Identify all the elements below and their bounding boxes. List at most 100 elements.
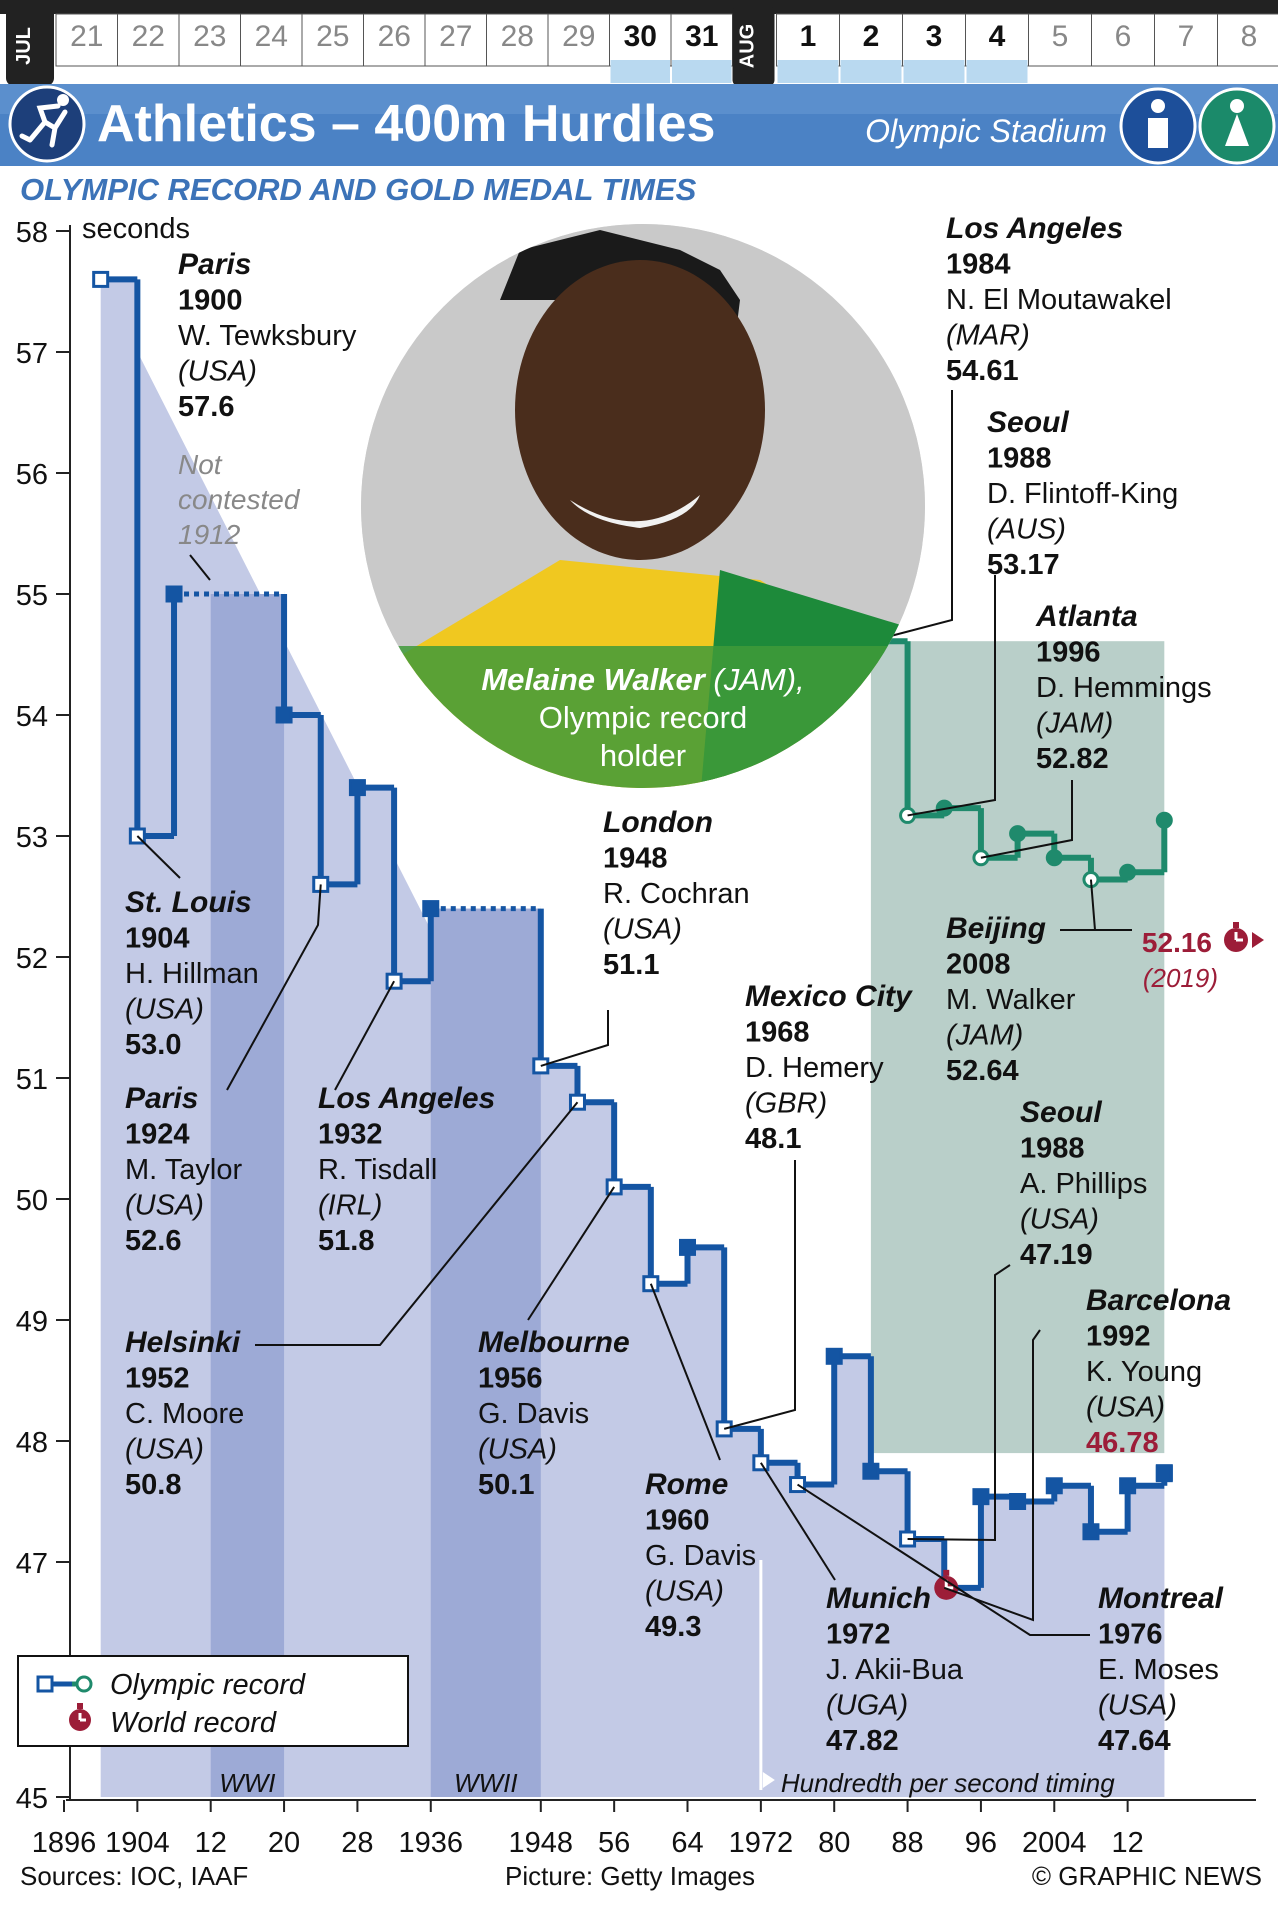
annotation-time: 50.1 <box>478 1469 534 1501</box>
annotation-athlete: D. Hemmings <box>1036 672 1212 704</box>
x-tick-label: 80 <box>818 1827 850 1859</box>
calendar-day: 30 <box>624 20 657 53</box>
men-point-end <box>1157 1466 1171 1480</box>
calendar-day: 8 <box>1241 20 1258 53</box>
x-tick-label: 1896 <box>32 1827 97 1859</box>
annotation-athlete: D. Flintoff-King <box>987 478 1178 510</box>
y-tick-label: 53 <box>16 822 48 854</box>
world-record-arrow <box>1252 932 1264 948</box>
x-tick-label: 2004 <box>1022 1827 1087 1859</box>
x-tick-label: 12 <box>195 1827 227 1859</box>
photo-caption-line2: Olympic record <box>539 700 747 735</box>
annotation-city: London <box>603 806 713 839</box>
calendar-day: 7 <box>1178 20 1195 53</box>
annotation-city: Melbourne <box>478 1326 630 1359</box>
x-tick-label: 28 <box>341 1827 373 1859</box>
annotation-time: 51.1 <box>603 949 659 981</box>
women-point-2000 <box>1011 827 1025 841</box>
calendar-day: 28 <box>501 20 534 53</box>
x-tick-label: 64 <box>671 1827 703 1859</box>
annotation-time: 52.6 <box>125 1225 181 1257</box>
page-title: Athletics – 400m Hurdles <box>97 95 715 153</box>
annotation-year: 1960 <box>645 1505 710 1537</box>
annotation-city: Helsinki <box>125 1326 241 1359</box>
annotation-city: Paris <box>178 248 251 281</box>
war-band-wwi <box>211 594 284 1797</box>
annotation-year: 1948 <box>603 843 668 875</box>
x-tick-label: 12 <box>1111 1827 1143 1859</box>
annotation-time: 50.8 <box>125 1469 181 1501</box>
calendar-day: 2 <box>863 20 880 53</box>
annotation-country: (UGA) <box>826 1690 908 1722</box>
men-point-1984 <box>864 1464 878 1478</box>
annotation-time: 53.0 <box>125 1029 181 1061</box>
annotation-country: (USA) <box>125 994 204 1026</box>
annotation-country: (AUS) <box>987 514 1066 546</box>
men-point-1900 <box>94 272 108 286</box>
annotation-country: (USA) <box>603 914 682 946</box>
men-point-1920 <box>277 708 291 722</box>
y-tick-label: 58 <box>16 217 48 249</box>
y-tick-label: 57 <box>16 338 48 370</box>
photo-caption-line3: holder <box>600 738 686 773</box>
annotation-year: 1968 <box>745 1017 810 1049</box>
y-tick-label: 45 <box>16 1783 48 1815</box>
world-record-men-icon-crown <box>943 1570 949 1576</box>
y-axis-unit: seconds <box>82 213 190 245</box>
annotation-athlete: H. Hillman <box>125 958 259 990</box>
photo-credit: Picture: Getty Images <box>505 1861 755 1891</box>
annotation-country: (USA) <box>178 356 257 388</box>
leader-line <box>724 1160 795 1429</box>
annotation-time: 47.82 <box>826 1725 899 1757</box>
annotation-time: 52.82 <box>1036 743 1109 775</box>
annotation-city: Los Angeles <box>318 1082 495 1115</box>
world-record-women-icon-crown <box>1233 922 1239 928</box>
annotation-year: 1952 <box>125 1363 190 1395</box>
annotation-time: 47.64 <box>1098 1725 1171 1757</box>
men-point-2000 <box>1011 1495 1025 1509</box>
y-tick-label: 51 <box>16 1064 48 1096</box>
annotation-city: Montreal <box>1098 1582 1224 1615</box>
athlete-face <box>515 260 765 560</box>
calendar-top-bar <box>0 0 1278 14</box>
annotation-city: Atlanta <box>1035 600 1138 633</box>
y-tick-label: 49 <box>16 1306 48 1338</box>
annotation-country: (USA) <box>125 1434 204 1466</box>
annotation-athlete: G. Davis <box>478 1398 589 1430</box>
annotation-city: Beijing <box>946 912 1046 945</box>
calendar-competition-marker <box>841 60 902 83</box>
annotation-year: 1992 <box>1086 1321 1151 1353</box>
annotation-athlete: N. El Moutawakel <box>946 284 1172 316</box>
x-tick-label: 1904 <box>105 1827 170 1859</box>
annotation-athlete: D. Hemery <box>745 1052 884 1084</box>
leader-line <box>541 1010 608 1066</box>
annotation-athlete: J. Akii-Bua <box>826 1654 964 1686</box>
annotation-athlete: W. Tewksbury <box>178 320 357 352</box>
calendar-day: 23 <box>193 20 226 53</box>
annotation-time: 52.64 <box>946 1055 1019 1087</box>
women-point-end <box>1157 813 1171 827</box>
men-icon-head <box>1151 99 1165 113</box>
footer-sources: Sources: IOC, IAAF <box>20 1861 248 1891</box>
annotation-city: Munich <box>826 1582 931 1615</box>
calendar-day: 22 <box>132 20 165 53</box>
photo-caption-line1: Melaine Walker (JAM), <box>481 662 804 697</box>
annotation-country: (USA) <box>1020 1204 1099 1236</box>
men-point-1980 <box>827 1349 841 1363</box>
y-tick-label: 52 <box>16 943 48 975</box>
annotation-country: (USA) <box>125 1190 204 1222</box>
annotation-country: (USA) <box>1086 1392 1165 1424</box>
world-record-year: (2019) <box>1143 963 1218 993</box>
annotation-year: 1956 <box>478 1363 543 1395</box>
timing-note: Hundredth per second timing <box>781 1768 1115 1798</box>
women-icon-head <box>1230 99 1244 113</box>
annotation-year: 1932 <box>318 1119 383 1151</box>
annotation-country: (IRL) <box>318 1190 382 1222</box>
annotation-year: 1904 <box>125 923 190 955</box>
annotation-year: 1988 <box>1020 1133 1085 1165</box>
annotation-country: (JAM) <box>946 1020 1023 1052</box>
annotation-time: 54.61 <box>946 355 1019 387</box>
annotation-athlete: R. Tisdall <box>318 1154 437 1186</box>
